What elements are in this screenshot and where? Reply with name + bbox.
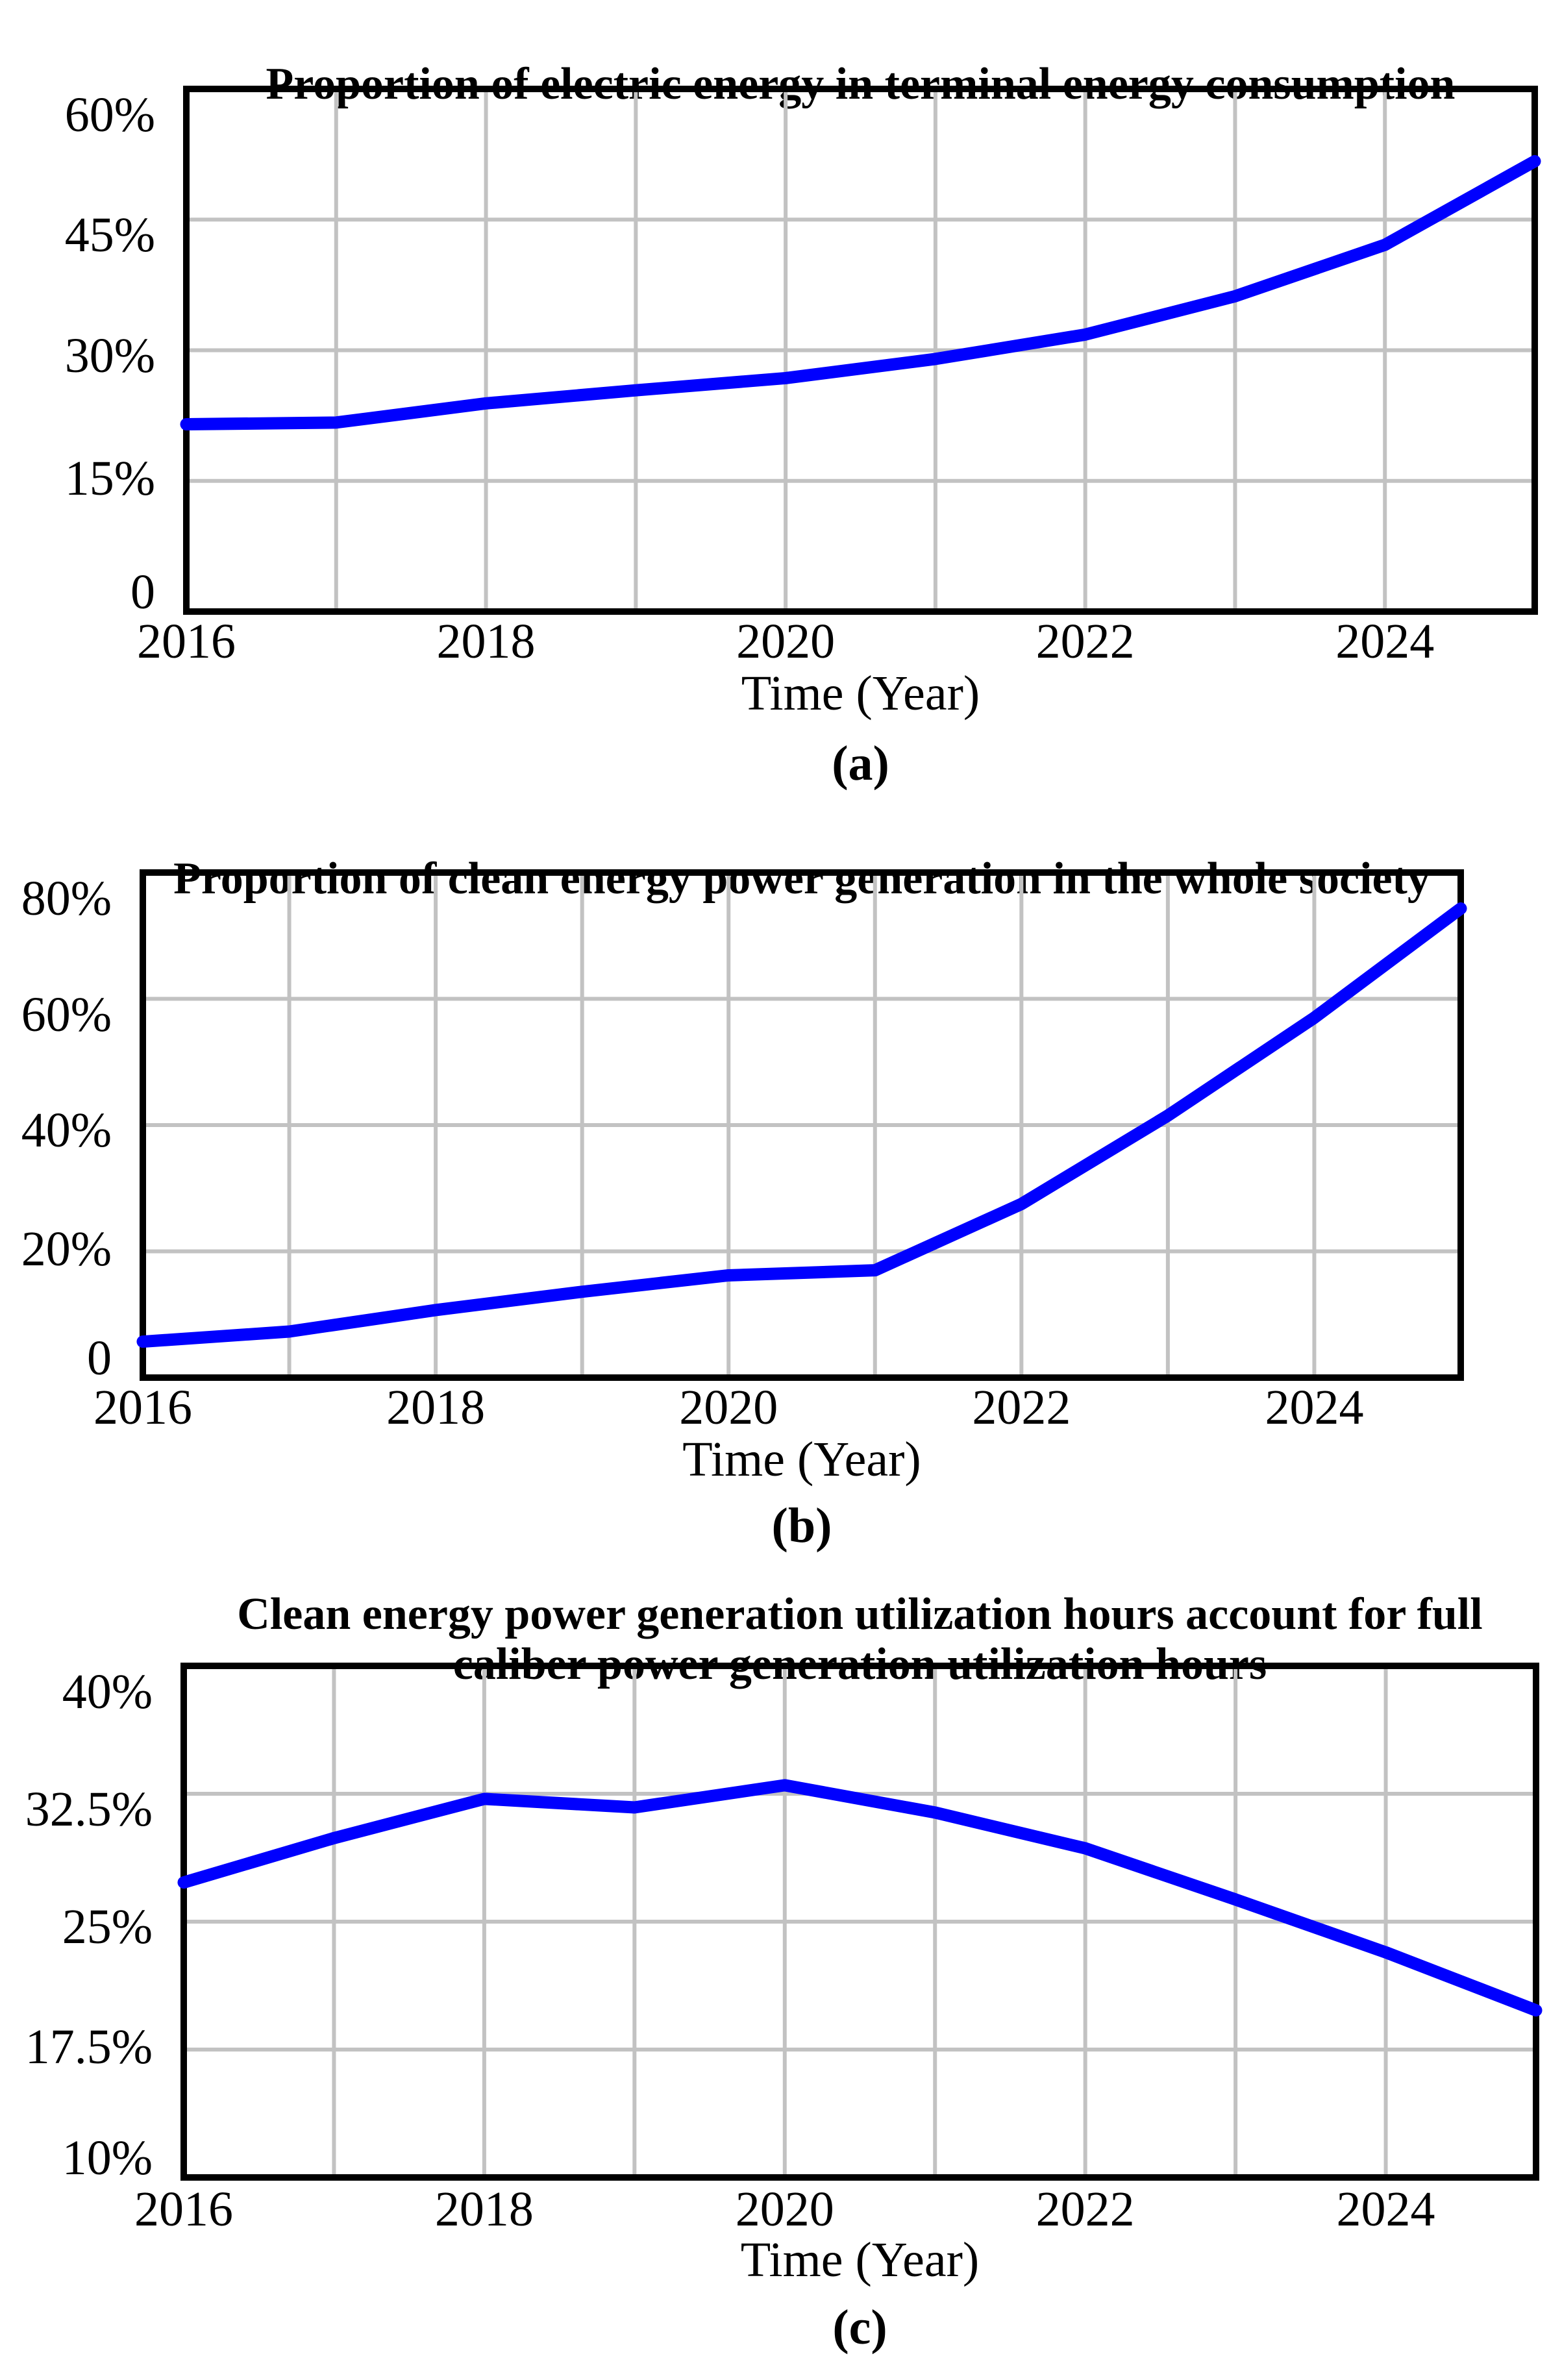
chart-c-plot-area bbox=[177, 1663, 1543, 2181]
chart-a-y-tick-label: 15% bbox=[64, 451, 155, 506]
chart-b-x-tick-label: 2016 bbox=[93, 1380, 192, 1435]
chart-b-y-tick-label: 60% bbox=[21, 987, 112, 1042]
chart-b-y-tick-label: 0 bbox=[87, 1331, 112, 1385]
chart-c-gridlines bbox=[184, 1666, 1536, 2177]
chart-b-x-axis-title: Time (Year) bbox=[682, 1432, 921, 1487]
chart-b-x-tick-label: 2020 bbox=[679, 1380, 778, 1435]
chart-c-y-tick-label: 32.5% bbox=[25, 1782, 153, 1837]
chart-b-y-tick-label: 80% bbox=[21, 871, 112, 926]
chart-a-title: Proportion of electric energy in termina… bbox=[266, 59, 1456, 110]
chart-a-plot-border bbox=[183, 86, 1538, 615]
chart-c-x-tick-label: 2020 bbox=[735, 2182, 834, 2237]
chart-c-y-tick-label: 17.5% bbox=[25, 2020, 153, 2074]
chart-c-x-tick-label: 2018 bbox=[434, 2182, 534, 2237]
chart-b-plot-border bbox=[140, 869, 1464, 1381]
chart-b-y-tick-label: 40% bbox=[21, 1103, 112, 1158]
chart-a-x-tick-label: 2024 bbox=[1335, 614, 1435, 669]
chart-c-x-tick-label: 2024 bbox=[1336, 2182, 1435, 2237]
chart-b-y-tick-label: 20% bbox=[21, 1221, 112, 1276]
chart-b-plot-area bbox=[136, 869, 1467, 1381]
chart-b-x-tick-label: 2024 bbox=[1265, 1380, 1364, 1435]
chart-a-gridlines bbox=[186, 89, 1535, 612]
chart-c-title-line-1: Clean energy power generation utilizatio… bbox=[237, 1589, 1483, 1640]
chart-c-y-tick-label: 25% bbox=[62, 1900, 153, 1954]
chart-a-x-tick-label: 2018 bbox=[436, 614, 536, 669]
chart-a-y-tick-label: 60% bbox=[64, 88, 155, 142]
chart-a-caption: (a) bbox=[832, 736, 889, 791]
chart-b-x-tick-label: 2018 bbox=[386, 1380, 486, 1435]
chart-c-plot-border bbox=[180, 1663, 1539, 2181]
chart-c-x-axis-title: Time (Year) bbox=[740, 2233, 980, 2287]
chart-a-data-line bbox=[180, 155, 1541, 431]
chart-c-x-tick-label: 2022 bbox=[1035, 2182, 1135, 2237]
chart-b-gridlines bbox=[143, 873, 1461, 1378]
chart-c-y-tick-label: 10% bbox=[62, 2131, 153, 2185]
chart-a-x-tick-label: 2022 bbox=[1035, 614, 1135, 669]
chart-b-x-tick-label: 2022 bbox=[972, 1380, 1071, 1435]
chart-a-x-tick-label: 2016 bbox=[137, 614, 236, 669]
chart-a-plot-area bbox=[180, 86, 1541, 615]
chart-b-data-line bbox=[136, 902, 1467, 1348]
chart-a-y-tick-label: 30% bbox=[64, 328, 155, 383]
chart-b-title: Proportion of clean energy power generat… bbox=[173, 854, 1430, 904]
chart-a-y-tick-label: 0 bbox=[130, 565, 155, 619]
chart-a-y-tick-label: 45% bbox=[64, 208, 155, 263]
chart-c-caption: (c) bbox=[832, 2300, 887, 2355]
chart-b-caption: (b) bbox=[771, 1498, 832, 1553]
chart-a-x-tick-label: 2020 bbox=[736, 614, 836, 669]
chart-c-title: Clean energy power generation utilizatio… bbox=[184, 1589, 1536, 1689]
chart-c-x-tick-label: 2016 bbox=[134, 2182, 233, 2237]
chart-a-x-axis-title: Time (Year) bbox=[741, 666, 980, 721]
chart-c-y-tick-label: 40% bbox=[62, 1665, 153, 1719]
chart-c-data-line bbox=[177, 1779, 1543, 2017]
